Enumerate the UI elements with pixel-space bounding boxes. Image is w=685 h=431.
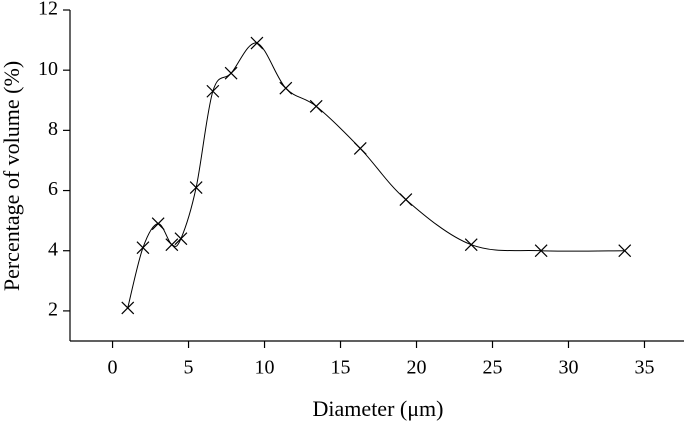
marker	[399, 193, 413, 206]
line	[127, 42, 625, 309]
marker	[165, 238, 179, 252]
y-tick-label: 2	[48, 299, 58, 321]
x-tick-label: 0	[108, 357, 118, 379]
marker	[618, 244, 632, 258]
y-axis-title: Percentage of volume (%)	[0, 61, 24, 291]
marker	[151, 217, 165, 231]
marker	[464, 238, 478, 252]
x-tick-label: 30	[558, 357, 578, 379]
marker	[309, 99, 323, 113]
marker	[224, 66, 238, 80]
marker	[189, 181, 203, 194]
marker	[250, 36, 264, 50]
x-tick-label: 5	[184, 357, 194, 379]
marker	[353, 141, 367, 155]
x-tick-label: 35	[634, 357, 654, 379]
marker	[121, 301, 135, 315]
y-tick-label: 4	[48, 238, 58, 260]
y-tick-label: 12	[38, 0, 58, 20]
marker	[174, 232, 188, 246]
x-tick-label: 20	[407, 357, 427, 379]
marker	[136, 241, 150, 255]
marker	[534, 244, 548, 258]
y-tick-label: 10	[38, 58, 58, 80]
x-axis-title: Diameter (μm)	[313, 396, 444, 421]
marker	[206, 84, 220, 98]
marker	[279, 81, 293, 95]
x-tick-label: 15	[331, 357, 351, 379]
y-tick-label: 8	[48, 118, 58, 140]
x-tick-label: 10	[255, 357, 275, 379]
x-tick-label: 25	[483, 357, 503, 379]
y-tick-label: 6	[48, 178, 58, 200]
